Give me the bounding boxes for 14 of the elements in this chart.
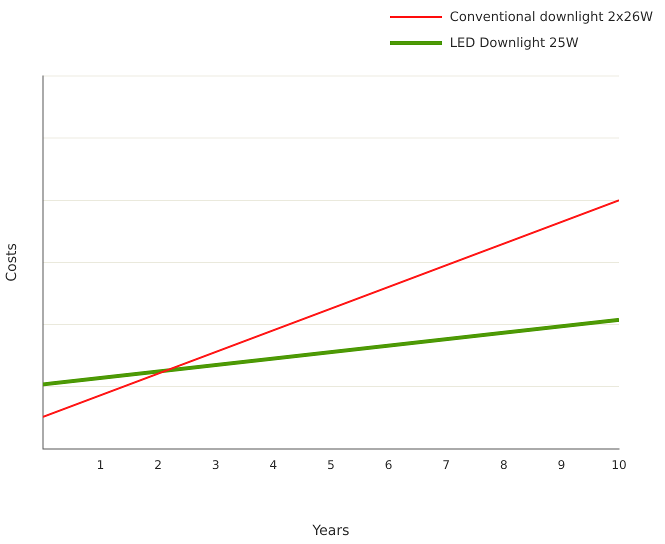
y-axis-title: Costs [4,243,20,282]
x-tick-label: 3 [212,458,220,472]
x-tick-label: 4 [269,458,278,472]
x-tick-label: 10 [611,458,627,472]
x-axis-title: Years [311,523,350,540]
x-tick-label: 9 [558,458,566,472]
x-tick-label: 1 [96,458,104,472]
x-tick-label: 6 [384,458,392,472]
x-tick-label: 5 [327,458,335,472]
x-tick-label: 7 [442,458,450,472]
legend-label: Conventional downlight 2x26W [450,10,653,24]
legend-label: LED Downlight 25W [450,36,579,50]
x-tick-label: 2 [154,458,162,472]
x-tick-label: 8 [500,458,508,472]
